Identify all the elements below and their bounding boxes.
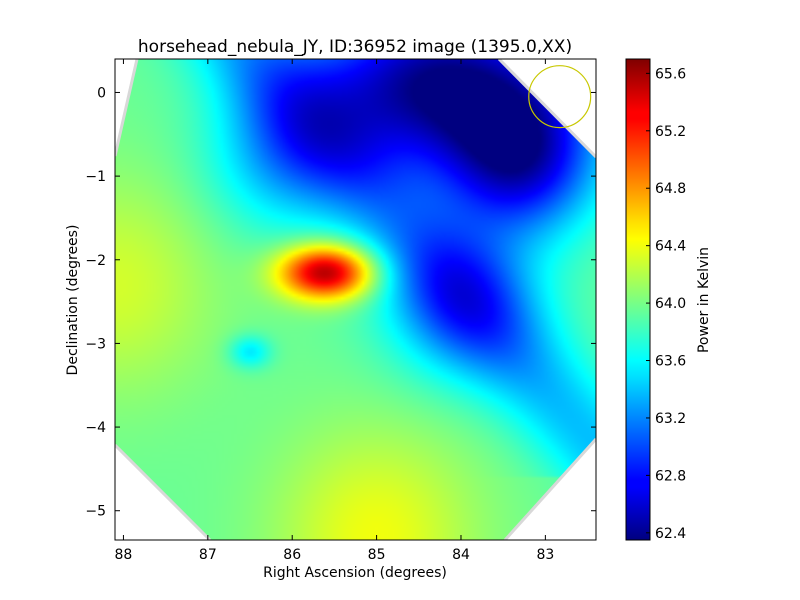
x-tick-label: 84 — [452, 547, 470, 563]
y-axis: 0 −1 −2 −3 −4 −5 — [85, 85, 596, 520]
colorbar-tick-label: 64.8 — [655, 181, 686, 197]
colorbar-tick-label: 64.0 — [655, 296, 686, 312]
colorbar-tick-label: 64.4 — [655, 239, 686, 255]
y-tick-label: −4 — [85, 420, 106, 436]
colorbar-tick-label: 62.4 — [655, 526, 686, 542]
x-tick-label: 88 — [115, 547, 133, 563]
colorbar-tick-label: 63.2 — [655, 411, 686, 427]
y-axis-label: Declination (degrees) — [65, 225, 81, 376]
beam-circle — [528, 65, 592, 129]
y-tick-label: 0 — [97, 85, 106, 101]
colorbar — [625, 58, 651, 541]
footprint-edge-fade — [115, 59, 596, 540]
y-tick-label: −1 — [85, 169, 106, 185]
footprint-edge — [497, 59, 596, 159]
x-tick-label: 83 — [536, 547, 554, 563]
colorbar-tick-label: 63.6 — [655, 354, 686, 370]
footprint-edge — [503, 437, 596, 540]
x-tick-label: 86 — [283, 547, 301, 563]
footprint-edge — [115, 443, 212, 540]
footprint-edge — [115, 59, 139, 157]
x-axis: 88 87 86 85 84 83 — [115, 59, 554, 563]
colorbar-label: Power in Kelvin — [696, 247, 712, 353]
x-tick-label: 85 — [368, 547, 386, 563]
heatmap-image — [115, 59, 596, 540]
y-tick-label: −2 — [85, 253, 106, 269]
chart-title: horsehead_nebula_JY, ID:36952 image (139… — [138, 37, 572, 57]
y-tick-label: −5 — [85, 504, 106, 520]
colorbar-tick-label: 65.2 — [655, 124, 686, 140]
colorbar-tick-label: 65.6 — [655, 66, 686, 82]
x-axis-label: Right Ascension (degrees) — [263, 565, 447, 581]
y-tick-label: −3 — [85, 336, 106, 352]
plot-frame — [114, 58, 597, 541]
x-tick-label: 87 — [199, 547, 217, 563]
colorbar-axis: 62.4 62.8 63.2 63.6 64.0 64.4 64.8 65.2 65.6 — [646, 66, 686, 542]
colorbar-tick-label: 62.8 — [655, 468, 686, 484]
